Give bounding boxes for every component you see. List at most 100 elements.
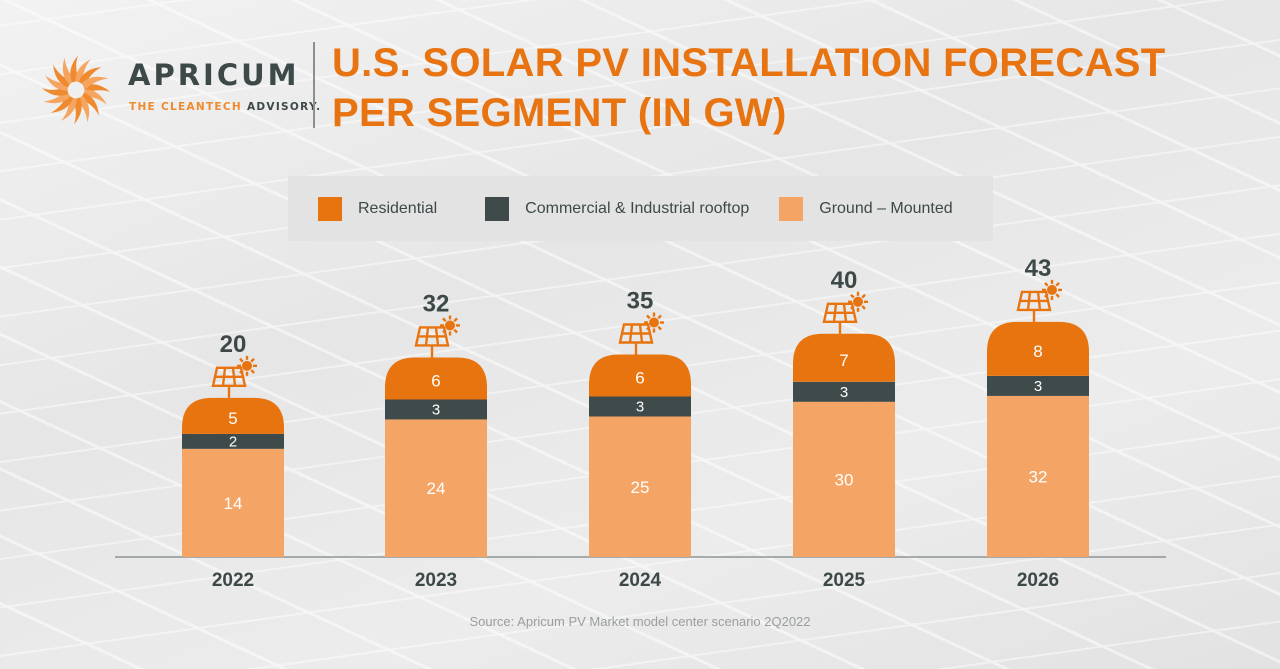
logo-blade xyxy=(80,92,99,116)
sun-core xyxy=(853,296,863,307)
data-label-ground: 32 xyxy=(1029,467,1048,486)
logo-blade xyxy=(78,67,102,86)
bar-segment-residential xyxy=(589,354,691,397)
logo-blade xyxy=(50,94,74,113)
tagline-dark: ADVISORY. xyxy=(246,101,322,113)
x-tick-label: 2024 xyxy=(619,570,662,591)
logo-blade xyxy=(83,89,107,105)
bar-group-2022: 14 2 5 20 2022 xyxy=(182,331,284,591)
data-label-commercial: 3 xyxy=(636,399,644,416)
bar-segment-commercial xyxy=(182,433,284,449)
sun-ray xyxy=(657,325,662,331)
sun-ray xyxy=(657,314,662,320)
total-label: 32 xyxy=(423,290,450,317)
source-note: Source: Apricum PV Market model center s… xyxy=(469,614,811,629)
sun-ray xyxy=(850,293,855,299)
divider xyxy=(313,42,315,128)
sun-ray xyxy=(850,305,855,310)
bar-group-2025: 30 3 7 40 2025 xyxy=(793,267,895,591)
data-label-ground: 25 xyxy=(631,478,650,497)
total-label: 20 xyxy=(220,331,247,358)
sun-ray xyxy=(453,317,458,323)
legend-swatch xyxy=(779,196,804,221)
bar-segment-residential xyxy=(987,321,1089,376)
sun-ray xyxy=(239,369,244,374)
panel-grid xyxy=(211,366,247,398)
data-label-commercial: 3 xyxy=(432,401,440,418)
legend-label: Residential xyxy=(358,199,438,217)
logo-blade xyxy=(61,97,77,121)
sun-ray xyxy=(1044,293,1049,298)
logo-blade xyxy=(53,64,72,88)
sun-icon xyxy=(237,355,257,376)
sun-ray xyxy=(442,317,447,323)
sun-ray xyxy=(1055,293,1060,298)
data-label-residential: 8 xyxy=(1033,342,1042,361)
sun-ray xyxy=(646,314,651,320)
data-label-ground: 14 xyxy=(224,494,243,513)
solar-panel-icon xyxy=(618,312,664,355)
sun-ray xyxy=(250,369,255,374)
solar-panel-icon xyxy=(1016,279,1062,322)
sun-ray xyxy=(442,328,447,334)
bar-segment-commercial xyxy=(589,396,691,417)
legend-swatch xyxy=(318,196,342,221)
legend-label: Ground – Mounted xyxy=(819,199,953,217)
bar-segment-ground xyxy=(182,448,284,557)
total-label: 35 xyxy=(627,288,654,315)
sun-icon xyxy=(1042,279,1062,300)
sun-core xyxy=(1047,284,1057,295)
data-label-ground: 30 xyxy=(835,470,854,489)
bar-segment-residential xyxy=(182,397,284,434)
solar-panel-icon xyxy=(414,315,460,358)
solar-panel-icon xyxy=(822,291,868,334)
data-label-commercial: 3 xyxy=(840,384,848,401)
sun-core xyxy=(445,320,455,331)
sun-icon xyxy=(440,315,460,336)
sun-icon xyxy=(848,291,868,312)
total-label: 43 xyxy=(1025,255,1052,282)
bar-segment-ground xyxy=(987,395,1089,557)
data-label-commercial: 2 xyxy=(229,433,237,450)
data-label-residential: 5 xyxy=(228,409,237,428)
panel-grid xyxy=(414,326,450,358)
legend-item-commercial: Commercial & Industrial rooftop xyxy=(485,196,750,221)
bar-group-2026: 32 3 8 43 2026 xyxy=(987,255,1089,591)
bar-segment-commercial xyxy=(793,381,895,402)
logo-blade xyxy=(81,76,109,89)
legend: Residential Commercial & Industrial roof… xyxy=(288,176,993,241)
sun-core xyxy=(649,317,659,328)
data-label-residential: 6 xyxy=(431,371,440,390)
bar-segment-commercial xyxy=(987,375,1089,396)
tagline-orange: THE CLEANTECH xyxy=(129,101,242,113)
sun-ray xyxy=(861,293,866,299)
brand-name: APRICUM xyxy=(128,58,300,92)
brand-tagline: THE CLEANTECH ADVISORY. xyxy=(129,101,321,113)
sun-ray xyxy=(646,325,651,331)
legend-item-residential: Residential xyxy=(318,196,438,221)
sun-icon xyxy=(644,312,664,333)
legend-item-ground: Ground – Mounted xyxy=(779,196,953,221)
bar-segment-ground xyxy=(385,419,487,557)
bar-segment-residential xyxy=(793,333,895,382)
sun-ray xyxy=(1055,282,1060,287)
sun-core xyxy=(242,360,252,371)
sun-ray xyxy=(861,305,866,310)
panel-grid xyxy=(1016,290,1052,322)
legend-label: Commercial & Industrial rooftop xyxy=(525,199,750,217)
data-label-residential: 6 xyxy=(635,369,644,388)
chart-title: U.S. SOLAR PV INSTALLATION FORECAST PER S… xyxy=(332,38,1165,138)
x-tick-label: 2026 xyxy=(1017,570,1059,591)
apricum-logo-icon xyxy=(41,55,111,125)
sun-ray xyxy=(239,357,244,363)
bar-segment-ground xyxy=(589,416,691,557)
bar-segment-residential xyxy=(385,357,487,400)
logo-blade xyxy=(75,59,91,83)
data-label-residential: 7 xyxy=(839,351,848,370)
sun-ray xyxy=(453,328,458,334)
bar-group-2023: 24 3 6 32 2023 xyxy=(385,290,487,591)
x-tick-label: 2023 xyxy=(415,570,457,591)
x-tick-label: 2022 xyxy=(212,570,254,591)
solar-panel-icon xyxy=(211,355,257,398)
